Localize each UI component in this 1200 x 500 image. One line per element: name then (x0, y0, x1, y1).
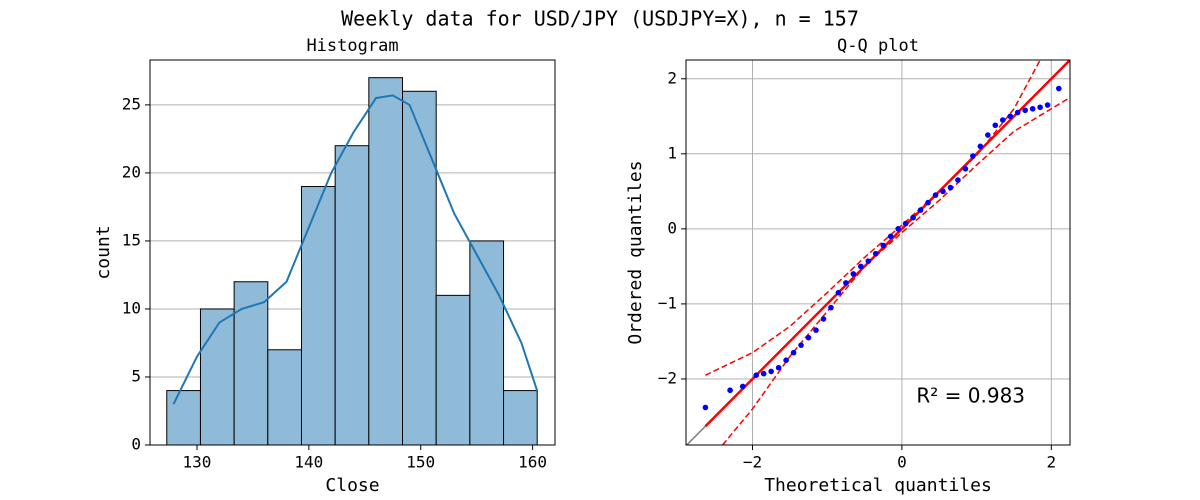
x-tick-label: 140 (294, 453, 323, 472)
point (970, 153, 976, 159)
y-tick-label: 10 (122, 298, 141, 317)
point (977, 143, 984, 150)
point (895, 226, 901, 232)
point (775, 364, 782, 371)
point (790, 349, 797, 356)
axes-frame (685, 59, 1071, 446)
bar (300, 186, 336, 445)
point (843, 280, 849, 286)
point (739, 383, 746, 390)
point (1029, 105, 1036, 112)
bar (166, 390, 201, 445)
kde-line (172, 94, 539, 405)
x-tick-label: 130 (183, 453, 212, 472)
bar (267, 349, 302, 445)
point (798, 342, 804, 348)
point (902, 220, 909, 227)
point (1037, 104, 1043, 111)
point (955, 177, 961, 183)
y-tick-label: 2 (667, 68, 677, 87)
point (932, 192, 939, 198)
y-tick-label: 1 (667, 143, 677, 162)
point (850, 271, 857, 277)
x-tick-label: 0 (897, 453, 907, 472)
y-tick-label: 5 (131, 366, 141, 385)
y-tick-label: 0 (131, 435, 141, 454)
bar (435, 294, 471, 445)
point (910, 214, 916, 221)
point (1014, 109, 1021, 116)
y-tick-label: −1 (658, 293, 677, 312)
point (727, 387, 733, 394)
point (940, 188, 946, 195)
point (828, 304, 834, 311)
x-axis-label: Theoretical quantiles (764, 475, 992, 496)
x-tick-label: 150 (406, 453, 435, 472)
point (1044, 102, 1051, 108)
point (992, 122, 999, 129)
point (917, 207, 924, 213)
line (704, 60, 1070, 428)
bar (503, 390, 538, 445)
point (1007, 113, 1014, 120)
bar (368, 77, 404, 445)
line (705, 60, 1041, 376)
point (887, 233, 894, 240)
point (999, 117, 1006, 123)
axes-frame (149, 59, 556, 446)
figure-title: Weekly data for USD/JPY (USDJPY=X), n = … (341, 7, 859, 31)
plot-area (686, 60, 1070, 445)
x-tick-label: −2 (743, 453, 762, 472)
y-axis-label: Ordered quantiles (625, 160, 646, 344)
bar (334, 145, 370, 445)
point (858, 263, 864, 270)
axes-title: Histogram (306, 36, 398, 56)
x-tick-label: 2 (1047, 453, 1057, 472)
x-axis-label: Close (325, 475, 379, 496)
point (872, 250, 879, 257)
point (702, 404, 709, 411)
point (835, 289, 842, 296)
point (865, 258, 872, 264)
y-tick-label: 20 (122, 162, 141, 181)
point (783, 357, 789, 363)
point (947, 184, 954, 191)
point (880, 242, 887, 249)
point (820, 316, 827, 322)
y-tick-label: −2 (658, 368, 677, 387)
x-tick-label: 160 (518, 453, 547, 472)
plot-area (150, 77, 555, 445)
point (1055, 85, 1062, 92)
y-tick-label: 25 (122, 94, 141, 113)
point (985, 132, 991, 138)
bar (402, 90, 437, 445)
y-tick-label: 15 (122, 230, 141, 249)
point (760, 370, 767, 377)
point (962, 166, 969, 172)
point (925, 199, 931, 206)
annotation: R² = 0.983 (916, 384, 1025, 408)
point (805, 334, 812, 341)
line (722, 96, 1070, 445)
y-axis-label: count (93, 225, 114, 279)
point (753, 372, 760, 379)
point (813, 327, 819, 333)
bar (469, 240, 505, 445)
bar (199, 308, 235, 445)
point (768, 368, 774, 375)
bar (233, 281, 269, 445)
y-tick-label: 0 (667, 218, 677, 237)
point (1022, 107, 1028, 114)
axes-title: Q-Q plot (837, 36, 919, 56)
